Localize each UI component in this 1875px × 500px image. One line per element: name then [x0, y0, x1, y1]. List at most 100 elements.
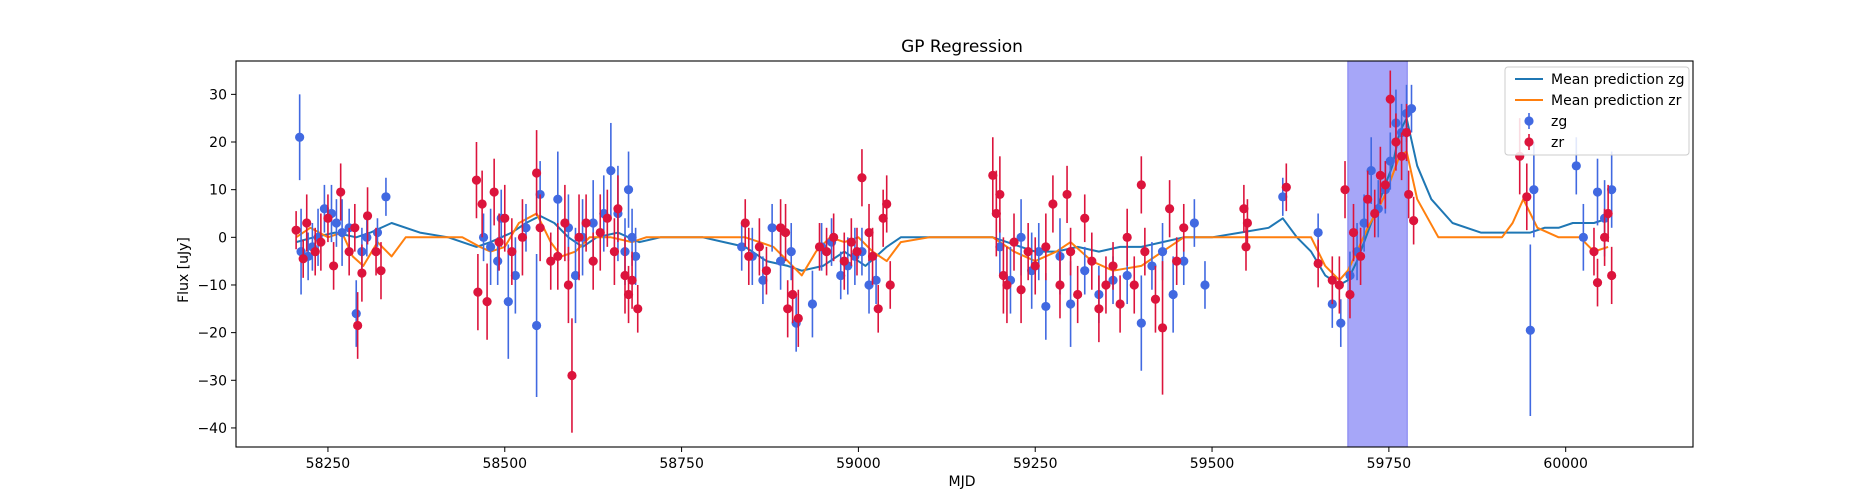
data-point-zr [564, 280, 573, 289]
data-point-zr [316, 237, 325, 246]
data-point-zr [567, 371, 576, 380]
data-point-zr [633, 304, 642, 313]
data-point-zr [1024, 247, 1033, 256]
data-point-zr [574, 233, 583, 242]
data-point-zr [788, 290, 797, 299]
data-point-zr [1345, 290, 1354, 299]
legend-label: Mean prediction zr [1551, 93, 1682, 109]
data-point-zr [1073, 290, 1082, 299]
data-point-zg [295, 133, 304, 142]
data-point-zg [1572, 161, 1581, 170]
data-point-zg [1080, 266, 1089, 275]
data-point-zr [292, 226, 301, 235]
data-point-zr [1123, 233, 1132, 242]
data-point-zr [1009, 237, 1018, 246]
data-point-zr [1386, 95, 1395, 104]
data-point-zr [323, 214, 332, 223]
data-point-zg [1066, 299, 1075, 308]
data-point-zr [852, 247, 861, 256]
y-tick-label: −20 [197, 326, 227, 342]
data-point-zr [822, 247, 831, 256]
data-point-zr [345, 247, 354, 256]
data-point-zr [490, 187, 499, 196]
data-point-zr [1607, 271, 1616, 280]
x-tick-label: 58500 [482, 456, 527, 472]
data-point-zr [532, 168, 541, 177]
data-point-zr [741, 218, 750, 227]
data-point-zr [311, 247, 320, 256]
data-point-zr [1048, 199, 1057, 208]
data-point-zr [507, 247, 516, 256]
data-point-zr [627, 276, 636, 285]
data-point-zg [532, 321, 541, 330]
data-point-zr [1604, 209, 1613, 218]
data-point-zr [1589, 247, 1598, 256]
data-point-zr [1137, 180, 1146, 189]
data-point-zr [783, 304, 792, 313]
data-point-zg [1137, 318, 1146, 327]
data-point-zg [1200, 280, 1209, 289]
data-point-zr [473, 288, 482, 297]
x-tick-label: 59500 [1190, 456, 1235, 472]
data-point-zr [762, 266, 771, 275]
data-point-zg [479, 233, 488, 242]
x-tick-label: 59750 [1367, 456, 1412, 472]
data-point-zr [376, 266, 385, 275]
data-point-zg [1190, 218, 1199, 227]
data-point-zr [1062, 190, 1071, 199]
data-point-zr [1108, 261, 1117, 270]
data-point-zr [500, 214, 509, 223]
legend-label: Mean prediction zg [1551, 72, 1685, 88]
x-tick-label: 60000 [1543, 456, 1588, 472]
x-tick-label: 59000 [836, 456, 881, 472]
data-point-zr [350, 223, 359, 232]
data-point-zg [624, 185, 633, 194]
data-point-zr [1179, 223, 1188, 232]
data-point-zr [1041, 242, 1050, 251]
data-point-zr [1404, 190, 1413, 199]
data-point-zr [868, 252, 877, 261]
data-point-zr [357, 268, 366, 277]
y-tick-label: 0 [218, 230, 227, 246]
data-point-zr [1402, 128, 1411, 137]
data-point-zr [603, 214, 612, 223]
data-point-zg [493, 257, 502, 266]
data-point-zr [829, 233, 838, 242]
data-point-zr [1151, 295, 1160, 304]
data-point-zr [794, 314, 803, 323]
legend-marker-swatch [1524, 116, 1533, 125]
legend-label: zg [1551, 114, 1567, 130]
data-point-zr [1243, 218, 1252, 227]
data-point-zr [995, 190, 1004, 199]
data-point-zr [1522, 192, 1531, 201]
data-point-zg [606, 166, 615, 175]
data-point-zg [373, 228, 382, 237]
data-point-zg [1386, 156, 1395, 165]
data-point-zr [302, 218, 311, 227]
x-tick-label: 58750 [659, 456, 704, 472]
data-point-zr [781, 228, 790, 237]
data-point-zr [1165, 204, 1174, 213]
data-point-zr [1335, 280, 1344, 289]
data-point-zg [1407, 104, 1416, 113]
data-point-zr [553, 252, 562, 261]
data-point-zg [332, 218, 341, 227]
data-point-zr [1002, 280, 1011, 289]
x-tick-label: 59250 [1013, 456, 1058, 472]
data-point-zr [536, 223, 545, 232]
data-point-zr [336, 187, 345, 196]
data-point-zr [1349, 228, 1358, 237]
data-point-zr [882, 199, 891, 208]
data-point-zg [1593, 187, 1602, 196]
data-point-zg [787, 247, 796, 256]
y-tick-label: 10 [209, 183, 227, 199]
data-point-zr [589, 257, 598, 266]
data-point-zr [495, 237, 504, 246]
data-point-zr [1370, 209, 1379, 218]
legend: Mean prediction zg Mean prediction zr zg zr [1505, 67, 1689, 155]
data-point-zr [874, 304, 883, 313]
data-point-zr [1314, 259, 1323, 268]
y-tick-label: 20 [209, 135, 227, 151]
data-point-zr [1031, 261, 1040, 270]
